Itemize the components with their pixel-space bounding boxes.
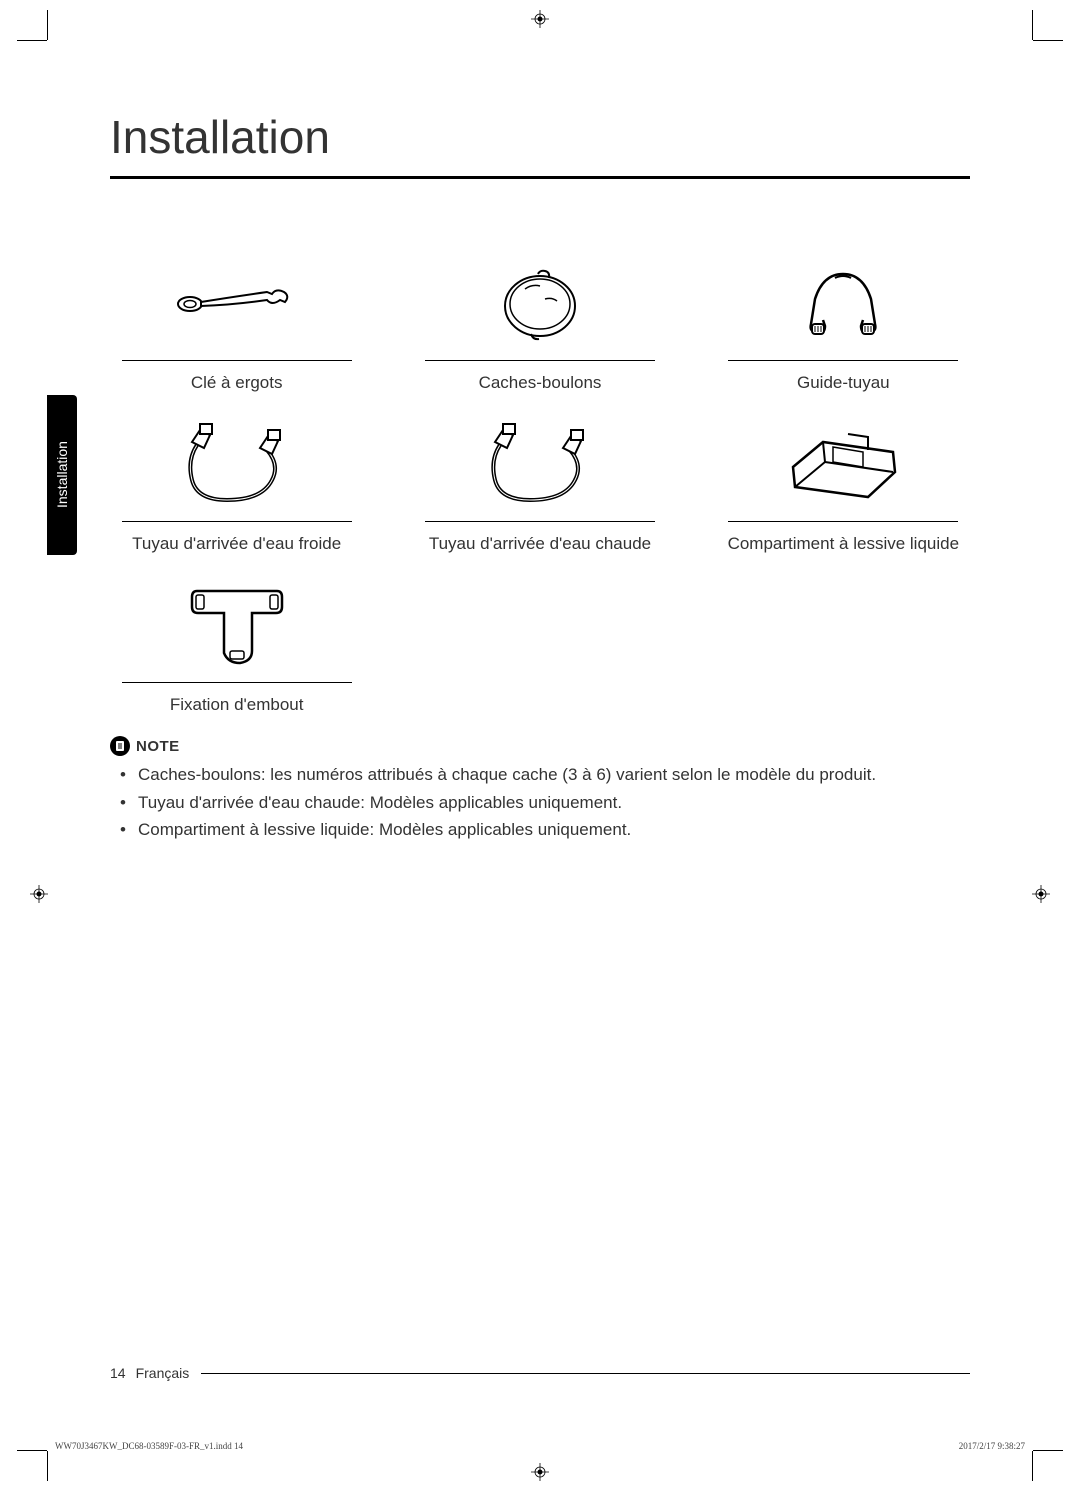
registration-mark-icon <box>531 10 549 28</box>
part-label: Tuyau d'arrivée d'eau froide <box>132 532 341 556</box>
part-hot-hose-icon <box>455 415 625 515</box>
crop-mark <box>47 1451 48 1481</box>
meta-filename: WW70J3467KW_DC68-03589F-03-FR_v1.indd 14 <box>55 1441 243 1451</box>
note-header: NOTE <box>110 736 970 756</box>
part-cell: Compartiment à lessive liquide <box>717 415 970 556</box>
crop-mark <box>47 10 48 40</box>
page-footer: 14 Français <box>110 1365 970 1381</box>
crop-mark <box>17 40 47 41</box>
part-cell: Tuyau d'arrivée d'eau froide <box>110 415 363 556</box>
registration-mark-icon <box>531 1463 549 1481</box>
part-label: Fixation d'embout <box>170 693 304 717</box>
part-cold-hose-icon <box>152 415 322 515</box>
part-cell: Tuyau d'arrivée d'eau chaude <box>413 415 666 556</box>
part-label: Compartiment à lessive liquide <box>728 532 960 556</box>
divider <box>425 521 655 522</box>
crop-mark <box>17 1450 47 1451</box>
part-label: Caches-boulons <box>479 371 602 395</box>
page-content: Installation Clé à ergots <box>110 110 970 1381</box>
note-title: NOTE <box>136 738 180 755</box>
divider <box>122 521 352 522</box>
divider <box>122 360 352 361</box>
part-cell: Caches-boulons <box>413 254 666 395</box>
divider <box>728 360 958 361</box>
registration-mark-icon <box>1032 885 1050 903</box>
crop-mark <box>1032 1451 1033 1481</box>
footer-divider <box>201 1373 970 1374</box>
part-cell: Fixation d'embout <box>110 576 363 717</box>
divider <box>122 682 352 683</box>
meta-timestamp: 2017/2/17 9:38:27 <box>959 1441 1025 1451</box>
part-label: Tuyau d'arrivée d'eau chaude <box>429 532 651 556</box>
part-bolt-cap-icon <box>455 254 625 354</box>
note-item: Compartiment à lessive liquide: Modèles … <box>138 817 970 843</box>
part-cell: Clé à ergots <box>110 254 363 395</box>
registration-mark-icon <box>30 885 48 903</box>
part-spanner-icon <box>152 254 322 354</box>
note-item: Caches-boulons: les numéros attribués à … <box>138 762 970 788</box>
crop-mark <box>1032 10 1033 40</box>
part-label: Clé à ergots <box>191 371 283 395</box>
note-section: NOTE Caches-boulons: les numéros attribu… <box>110 736 970 843</box>
parts-grid: Clé à ergots Caches-boulons <box>110 254 970 716</box>
note-icon <box>110 736 130 756</box>
part-cap-fixer-icon <box>152 576 322 676</box>
page-number: 14 <box>110 1365 126 1381</box>
note-item: Tuyau d'arrivée d'eau chaude: Modèles ap… <box>138 790 970 816</box>
divider <box>728 521 958 522</box>
crop-mark <box>1033 1450 1063 1451</box>
part-detergent-compartment-icon <box>758 415 928 515</box>
meta-footer: WW70J3467KW_DC68-03589F-03-FR_v1.indd 14… <box>55 1441 1025 1451</box>
part-label: Guide-tuyau <box>797 371 890 395</box>
part-cell: Guide-tuyau <box>717 254 970 395</box>
note-list: Caches-boulons: les numéros attribués à … <box>110 762 970 843</box>
crop-mark <box>1033 40 1063 41</box>
page-language: Français <box>136 1365 190 1381</box>
page-title: Installation <box>110 110 970 179</box>
divider <box>425 360 655 361</box>
side-tab: Installation <box>47 395 77 555</box>
part-hose-guide-icon <box>758 254 928 354</box>
